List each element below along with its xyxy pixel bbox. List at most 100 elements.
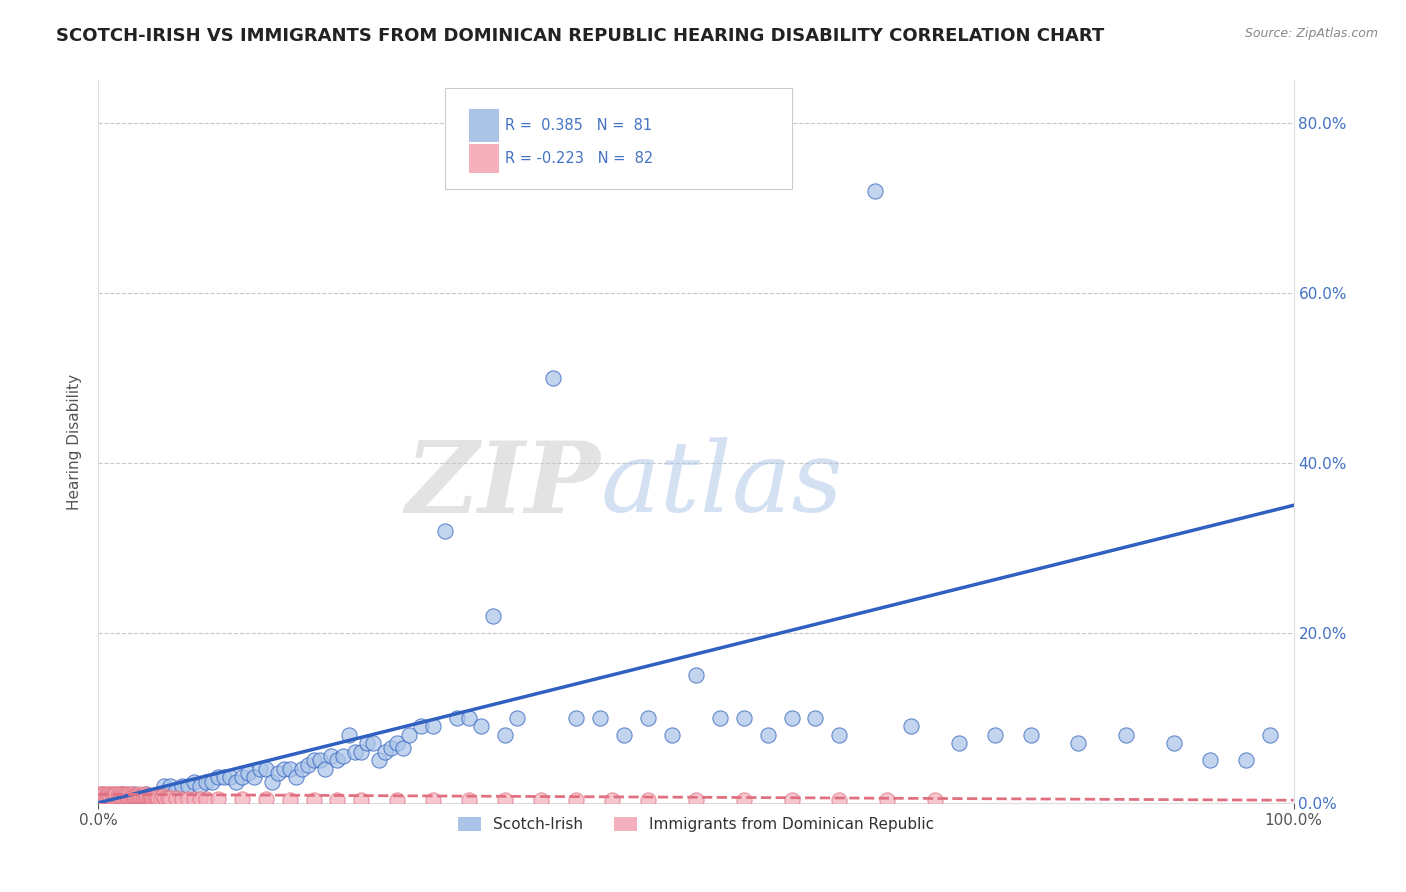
- Point: [780, 711, 803, 725]
- Point: [308, 753, 330, 767]
- Point: [733, 793, 755, 807]
- Point: [1067, 736, 1090, 750]
- Point: [368, 753, 391, 767]
- FancyBboxPatch shape: [470, 109, 499, 142]
- Point: [422, 793, 444, 807]
- Point: [804, 711, 827, 725]
- Point: [122, 789, 145, 803]
- Point: [115, 787, 138, 801]
- Point: [108, 789, 131, 803]
- Point: [350, 793, 373, 807]
- Legend: Scotch-Irish, Immigrants from Dominican Republic: Scotch-Irish, Immigrants from Dominican …: [451, 811, 941, 838]
- Point: [177, 791, 200, 805]
- Point: [141, 790, 163, 805]
- Point: [260, 774, 283, 789]
- Point: [136, 789, 159, 803]
- Point: [481, 608, 505, 623]
- Point: [103, 787, 125, 801]
- Point: [101, 789, 124, 803]
- Point: [385, 736, 409, 750]
- Point: [225, 774, 247, 789]
- Point: [132, 789, 155, 803]
- Point: [98, 787, 121, 801]
- Point: [356, 736, 378, 750]
- Point: [900, 719, 922, 733]
- Point: [142, 789, 165, 803]
- Text: R =  0.385   N =  81: R = 0.385 N = 81: [505, 118, 652, 133]
- Point: [446, 711, 468, 725]
- Point: [111, 789, 134, 803]
- Point: [127, 789, 149, 803]
- Text: R = -0.223   N =  82: R = -0.223 N = 82: [505, 151, 652, 166]
- Point: [195, 774, 218, 789]
- Point: [188, 779, 211, 793]
- Point: [96, 787, 118, 801]
- Point: [156, 790, 179, 805]
- Point: [183, 774, 205, 789]
- Point: [385, 793, 409, 807]
- Point: [602, 793, 624, 807]
- Point: [565, 711, 588, 725]
- Text: ZIP: ZIP: [405, 437, 600, 533]
- Point: [344, 745, 367, 759]
- Point: [115, 789, 138, 803]
- Point: [398, 728, 420, 742]
- Y-axis label: Hearing Disability: Hearing Disability: [67, 374, 83, 509]
- Point: [380, 740, 402, 755]
- Point: [828, 728, 851, 742]
- Point: [177, 779, 200, 793]
- Point: [494, 793, 516, 807]
- Point: [422, 719, 444, 733]
- Point: [134, 787, 156, 801]
- Point: [89, 787, 111, 801]
- Point: [131, 789, 153, 803]
- Point: [146, 789, 169, 803]
- Point: [458, 793, 481, 807]
- Point: [637, 711, 659, 725]
- Point: [149, 790, 172, 805]
- Point: [1258, 728, 1281, 742]
- Point: [243, 770, 266, 784]
- Point: [143, 789, 166, 803]
- Point: [374, 745, 396, 759]
- Point: [876, 793, 898, 807]
- Text: atlas: atlas: [600, 437, 844, 533]
- Point: [249, 762, 271, 776]
- Point: [613, 728, 636, 742]
- Point: [494, 728, 516, 742]
- Point: [125, 789, 148, 803]
- Point: [120, 789, 142, 803]
- Point: [1163, 736, 1185, 750]
- Point: [110, 787, 132, 801]
- Point: [165, 783, 187, 797]
- Point: [135, 787, 157, 801]
- Point: [363, 736, 385, 750]
- Point: [685, 793, 707, 807]
- Point: [207, 791, 229, 805]
- Point: [254, 762, 277, 776]
- Point: [104, 789, 127, 803]
- Point: [100, 787, 122, 801]
- Point: [339, 728, 361, 742]
- Point: [183, 791, 205, 805]
- Point: [267, 766, 290, 780]
- Point: [865, 184, 887, 198]
- Point: [135, 789, 157, 803]
- Point: [219, 770, 242, 784]
- Point: [1199, 753, 1222, 767]
- Point: [90, 789, 112, 803]
- Point: [93, 787, 115, 801]
- Point: [112, 787, 135, 801]
- Point: [98, 789, 122, 803]
- Point: [124, 789, 146, 803]
- Point: [297, 757, 319, 772]
- Point: [565, 793, 588, 807]
- Point: [733, 711, 755, 725]
- Point: [924, 793, 946, 807]
- Point: [278, 793, 301, 807]
- Point: [97, 789, 120, 803]
- Point: [172, 791, 194, 805]
- Point: [231, 792, 253, 806]
- Point: [148, 787, 170, 801]
- Point: [254, 792, 277, 806]
